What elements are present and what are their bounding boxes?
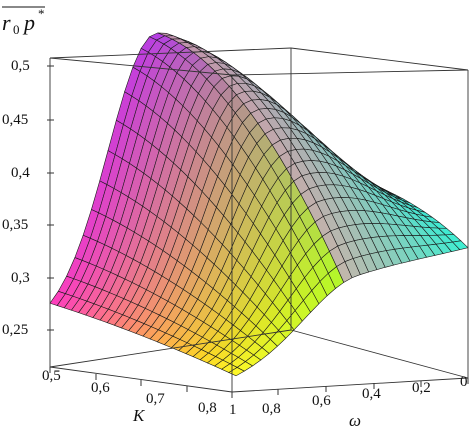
z-axis-title-r: r — [2, 10, 11, 35]
y-tick-label: 0 — [460, 374, 468, 390]
x-tick-label: 0,5 — [42, 368, 61, 384]
x-tick-label: 1 — [229, 402, 237, 418]
z-tick-label: 0,45 — [2, 112, 28, 128]
x-tick-label: 0,6 — [91, 380, 110, 396]
box-edge — [290, 329, 469, 379]
y-tick-label: 0,2 — [412, 380, 431, 396]
z-axis-title: r 0 p * — [2, 6, 45, 37]
z-axis-title-sub: 0 — [13, 22, 20, 37]
z-tick-label: 0,5 — [11, 58, 30, 74]
x-tick-labels: 0,5 0,6 0,7 0,8 1 — [42, 368, 237, 418]
x-axis-title: K — [132, 406, 146, 425]
y-tick-label: 0,6 — [312, 393, 331, 409]
box-edge — [231, 377, 469, 393]
x-tick-label: 0,8 — [198, 400, 217, 416]
z-tick-label: 0,25 — [2, 322, 28, 338]
z-tick-label: 0,4 — [11, 165, 30, 181]
y-tick-label: 0,4 — [362, 386, 381, 402]
z-tick-label: 0,35 — [2, 217, 28, 233]
bounding-box — [47, 47, 469, 398]
z-tick-label: 0,3 — [11, 270, 30, 286]
z-axis-title-p: p — [22, 10, 35, 35]
box-edge — [49, 47, 292, 59]
box-edge — [49, 366, 233, 393]
z-tick-labels: 0,5 0,45 0,4 0,35 0,3 0,25 — [2, 58, 30, 338]
y-tick-label: 0,8 — [262, 401, 281, 417]
box-edge — [290, 47, 469, 71]
y-tick-labels: 0,8 0,6 0,4 0,2 0 — [262, 374, 468, 417]
box-edge — [49, 57, 233, 76]
x-tick-label: 0,7 — [146, 391, 165, 407]
surface-mesh — [49, 32, 469, 377]
box-edge — [231, 69, 469, 76]
box-edge — [49, 329, 292, 368]
y-axis-title: ω — [349, 411, 361, 430]
z-axis-title-sup: * — [38, 6, 45, 21]
